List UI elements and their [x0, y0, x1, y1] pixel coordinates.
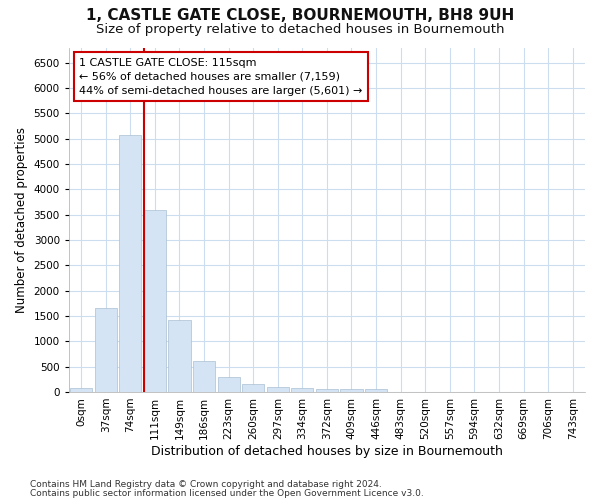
Bar	[193, 360, 215, 392]
Bar	[242, 384, 264, 392]
Bar	[70, 388, 92, 392]
Bar	[316, 389, 338, 392]
Bar	[340, 389, 362, 392]
Bar	[169, 320, 191, 392]
Bar	[291, 388, 313, 392]
Bar	[144, 210, 166, 392]
Text: Contains HM Land Registry data © Crown copyright and database right 2024.: Contains HM Land Registry data © Crown c…	[30, 480, 382, 489]
Bar	[218, 377, 239, 392]
Text: 1 CASTLE GATE CLOSE: 115sqm
← 56% of detached houses are smaller (7,159)
44% of : 1 CASTLE GATE CLOSE: 115sqm ← 56% of det…	[79, 58, 362, 96]
Y-axis label: Number of detached properties: Number of detached properties	[15, 126, 28, 312]
Text: Size of property relative to detached houses in Bournemouth: Size of property relative to detached ho…	[96, 22, 504, 36]
Bar	[95, 308, 117, 392]
Bar	[365, 389, 387, 392]
Text: 1, CASTLE GATE CLOSE, BOURNEMOUTH, BH8 9UH: 1, CASTLE GATE CLOSE, BOURNEMOUTH, BH8 9…	[86, 8, 514, 22]
Bar	[266, 387, 289, 392]
Bar	[119, 135, 142, 392]
X-axis label: Distribution of detached houses by size in Bournemouth: Distribution of detached houses by size …	[151, 444, 503, 458]
Text: Contains public sector information licensed under the Open Government Licence v3: Contains public sector information licen…	[30, 488, 424, 498]
